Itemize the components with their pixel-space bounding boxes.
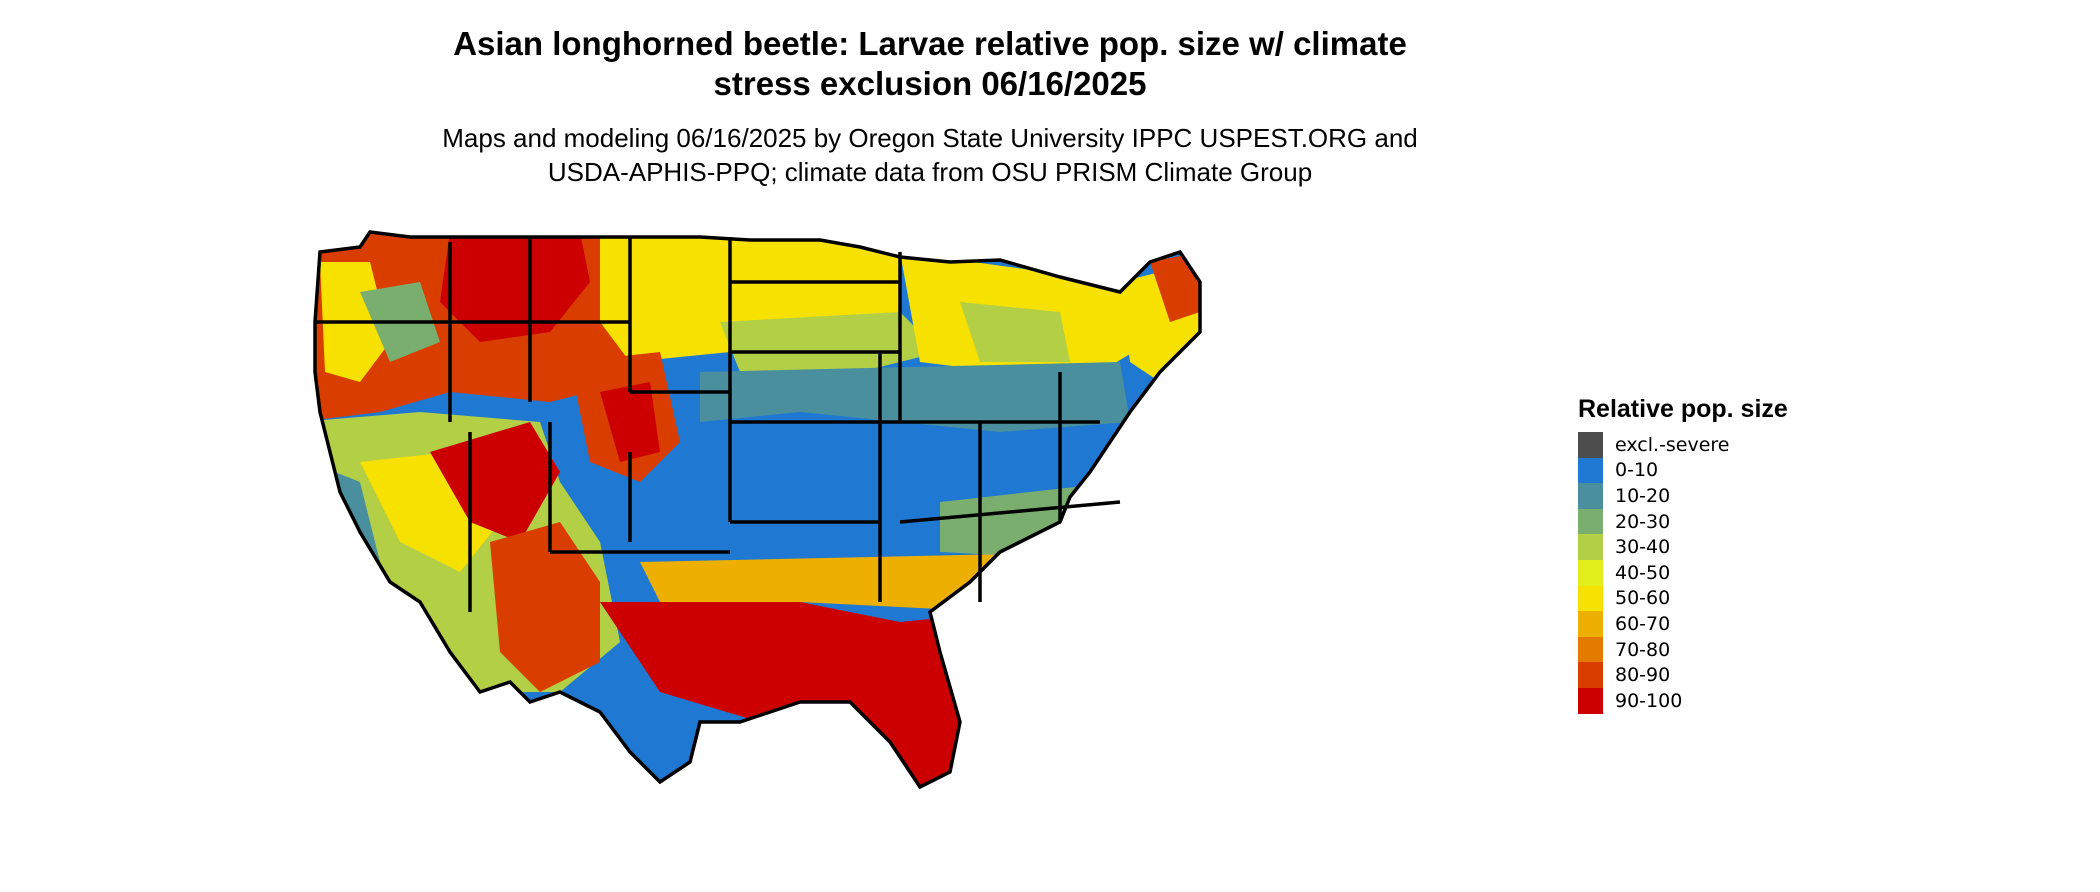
legend-items: excl.-severe 0-10 10-20 20-30 30-40 40-50 50-6… xyxy=(1578,432,1788,714)
legend-label: 90-100 xyxy=(1615,689,1683,712)
legend-swatch xyxy=(1578,662,1603,688)
legend-title: Relative pop. size xyxy=(1578,395,1788,423)
legend-label: 0-10 xyxy=(1615,459,1659,482)
legend-label: excl.-severe xyxy=(1615,433,1730,456)
title-line-2: stress exclusion 06/16/2025 xyxy=(713,65,1147,102)
legend-item: 40-50 xyxy=(1578,559,1788,586)
legend-swatch xyxy=(1578,432,1603,458)
state-boundaries xyxy=(313,230,1202,789)
legend-label: 20-30 xyxy=(1615,510,1671,533)
map-title: Asian longhorned beetle: Larvae relative… xyxy=(260,24,1600,104)
legend-label: 40-50 xyxy=(1615,561,1671,584)
map-subtitle: Maps and modeling 06/16/2025 by Oregon S… xyxy=(260,121,1600,189)
legend-item: 90-100 xyxy=(1578,687,1788,714)
legend-swatch xyxy=(1578,585,1603,612)
legend-label: 80-90 xyxy=(1615,664,1671,687)
title-line-1: Asian longhorned beetle: Larvae relative… xyxy=(453,25,1407,62)
legend-item: 80-90 xyxy=(1578,662,1788,688)
legend-item: 70-80 xyxy=(1578,636,1788,663)
us-population-map xyxy=(313,230,1202,789)
legend-item: 30-40 xyxy=(1578,534,1788,560)
legend-label: 70-80 xyxy=(1615,638,1671,661)
map-legend: Relative pop. size excl.-severe 0-10 10-20… xyxy=(1578,394,1788,714)
legend-swatch xyxy=(1578,687,1603,714)
legend-label: 60-70 xyxy=(1615,612,1671,635)
legend-swatch xyxy=(1578,483,1603,509)
legend-label: 30-40 xyxy=(1615,536,1671,559)
legend-swatch xyxy=(1578,508,1603,535)
legend-item: 10-20 xyxy=(1578,483,1788,509)
subtitle-line-2: USDA-APHIS-PPQ; climate data from OSU PR… xyxy=(547,157,1313,187)
legend-item: 60-70 xyxy=(1578,611,1788,637)
legend-item: 20-30 xyxy=(1578,508,1788,535)
subtitle-line-1: Maps and modeling 06/16/2025 by Oregon S… xyxy=(442,123,1418,153)
legend-swatch xyxy=(1578,457,1603,484)
legend-swatch xyxy=(1578,611,1603,637)
legend-swatch xyxy=(1578,636,1603,663)
legend-item: 50-60 xyxy=(1578,585,1788,612)
legend-label: 10-20 xyxy=(1615,484,1671,507)
legend-label: 50-60 xyxy=(1615,587,1671,610)
legend-item: excl.-severe xyxy=(1578,432,1788,458)
legend-swatch xyxy=(1578,534,1603,560)
legend-swatch xyxy=(1578,559,1603,586)
legend-item: 0-10 xyxy=(1578,457,1788,484)
